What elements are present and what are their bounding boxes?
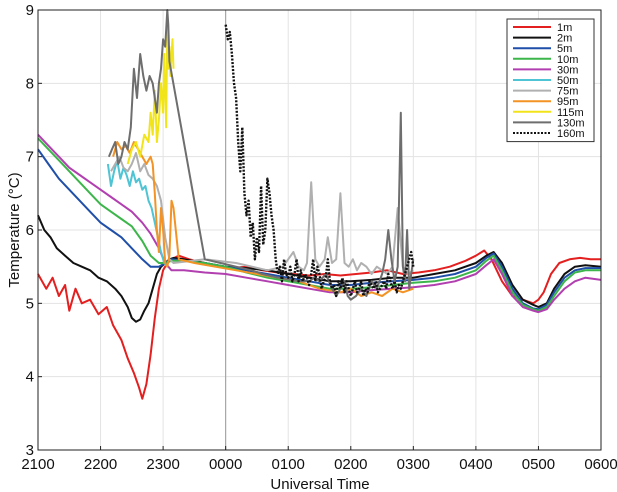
x-tick-label: 2200 <box>84 456 117 473</box>
legend-label-130m: 130m <box>557 117 585 129</box>
legend-label-2m: 2m <box>557 33 572 45</box>
series-line-160m <box>224 24 415 298</box>
legend-label-95m: 95m <box>557 96 578 108</box>
x-axis-ticks: 2100 2200 2300 0000 0100 0200 0300 0400 0500 0600 <box>21 446 617 473</box>
x-tick-label: 0200 <box>334 456 367 473</box>
legend-label-115m: 115m <box>557 107 584 119</box>
x-tick-label: 0000 <box>209 456 242 473</box>
series-line-75m <box>110 152 414 275</box>
x-tick-label: 2300 <box>146 456 179 473</box>
series-lines <box>37 9 602 400</box>
legend-label-75m: 75m <box>557 86 578 98</box>
y-tick-label: 6 <box>26 222 34 239</box>
x-tick-label: 0100 <box>272 456 305 473</box>
legend-label-160m: 160m <box>557 128 585 140</box>
series-line-30m <box>37 134 602 314</box>
x-tick-label: 2100 <box>21 456 54 473</box>
y-tick-label: 4 <box>26 369 34 386</box>
x-tick-label: 0400 <box>459 456 492 473</box>
y-tick-label: 7 <box>26 149 34 166</box>
legend-label-1m: 1m <box>557 22 572 34</box>
x-axis-label: Universal Time <box>270 476 369 492</box>
y-axis-ticks: 3 4 5 6 7 8 9 <box>26 2 42 459</box>
legend-label-50m: 50m <box>557 75 578 87</box>
legend-label-30m: 30m <box>557 64 578 76</box>
y-tick-label: 8 <box>26 75 34 92</box>
legend-label-10m: 10m <box>557 54 578 66</box>
legend-label-5m: 5m <box>557 43 572 55</box>
y-axis-label: Temperature (°C) <box>6 172 23 287</box>
x-tick-label: 0600 <box>584 456 617 473</box>
x-tick-label: 0500 <box>522 456 555 473</box>
y-tick-label: 3 <box>26 442 34 459</box>
y-tick-label: 5 <box>26 295 34 312</box>
y-tick-label: 9 <box>26 2 34 19</box>
x-tick-label: 0300 <box>397 456 430 473</box>
